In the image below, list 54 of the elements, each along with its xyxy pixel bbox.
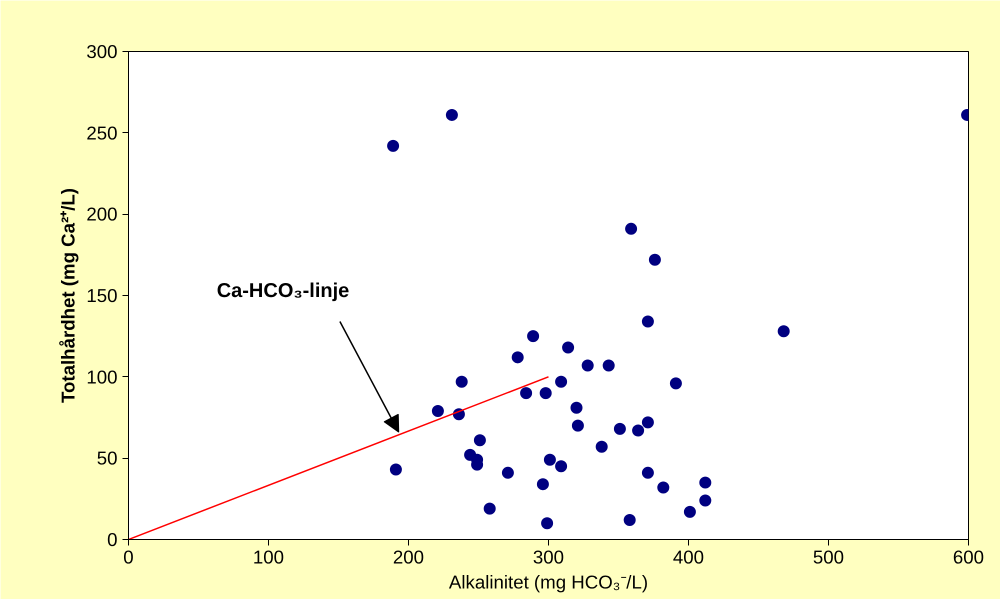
point	[446, 108, 458, 121]
point	[572, 420, 584, 432]
point	[512, 351, 524, 364]
point	[540, 387, 552, 400]
annotation: Ca-HCO₃-linje	[216, 280, 350, 302]
point	[544, 454, 556, 466]
point	[555, 460, 568, 472]
point	[602, 359, 615, 372]
point	[632, 424, 644, 436]
x-tick-label: 500	[812, 546, 844, 568]
point	[474, 434, 486, 446]
point	[699, 494, 712, 506]
point	[390, 464, 402, 476]
point	[456, 376, 468, 388]
point	[625, 222, 638, 235]
x-tick-label: 300	[532, 546, 564, 568]
x-tick-label: 600	[952, 546, 984, 568]
point	[642, 466, 654, 479]
y-tick-label: 0	[107, 529, 118, 550]
point	[596, 440, 608, 453]
point	[582, 359, 594, 372]
point	[670, 377, 682, 390]
y-tick-label: 50	[96, 448, 118, 469]
point	[642, 316, 654, 328]
x-tick-label: 400	[672, 546, 704, 568]
point	[536, 478, 549, 490]
point	[684, 506, 696, 518]
point	[484, 502, 496, 515]
point	[562, 342, 574, 354]
point	[387, 140, 400, 152]
point	[642, 416, 654, 428]
point	[541, 517, 554, 530]
y-axis-title: Totalhårdhet (mg Ca²⁺/L)	[57, 188, 78, 404]
point	[527, 330, 540, 342]
y-tick-label: 150	[86, 285, 118, 306]
point	[614, 422, 626, 435]
y-tick-label: 300	[86, 41, 118, 62]
y-tick-label: 250	[86, 122, 118, 144]
point	[555, 376, 568, 388]
point	[570, 402, 582, 414]
point	[432, 405, 444, 417]
x-tick-label: 200	[392, 546, 424, 568]
x-axis-title: Alkalinitet (mg HCO₃⁻/L)	[448, 572, 648, 592]
point	[624, 514, 636, 526]
point	[502, 466, 514, 479]
x-tick-label: 0	[123, 546, 134, 568]
point	[657, 481, 670, 494]
point	[520, 387, 532, 400]
y-tick-label: 100	[86, 366, 118, 388]
point	[699, 476, 712, 489]
y-tick-label: 200	[86, 204, 118, 225]
point	[648, 254, 661, 266]
x-tick-label: 100	[252, 546, 284, 568]
point	[778, 325, 790, 338]
